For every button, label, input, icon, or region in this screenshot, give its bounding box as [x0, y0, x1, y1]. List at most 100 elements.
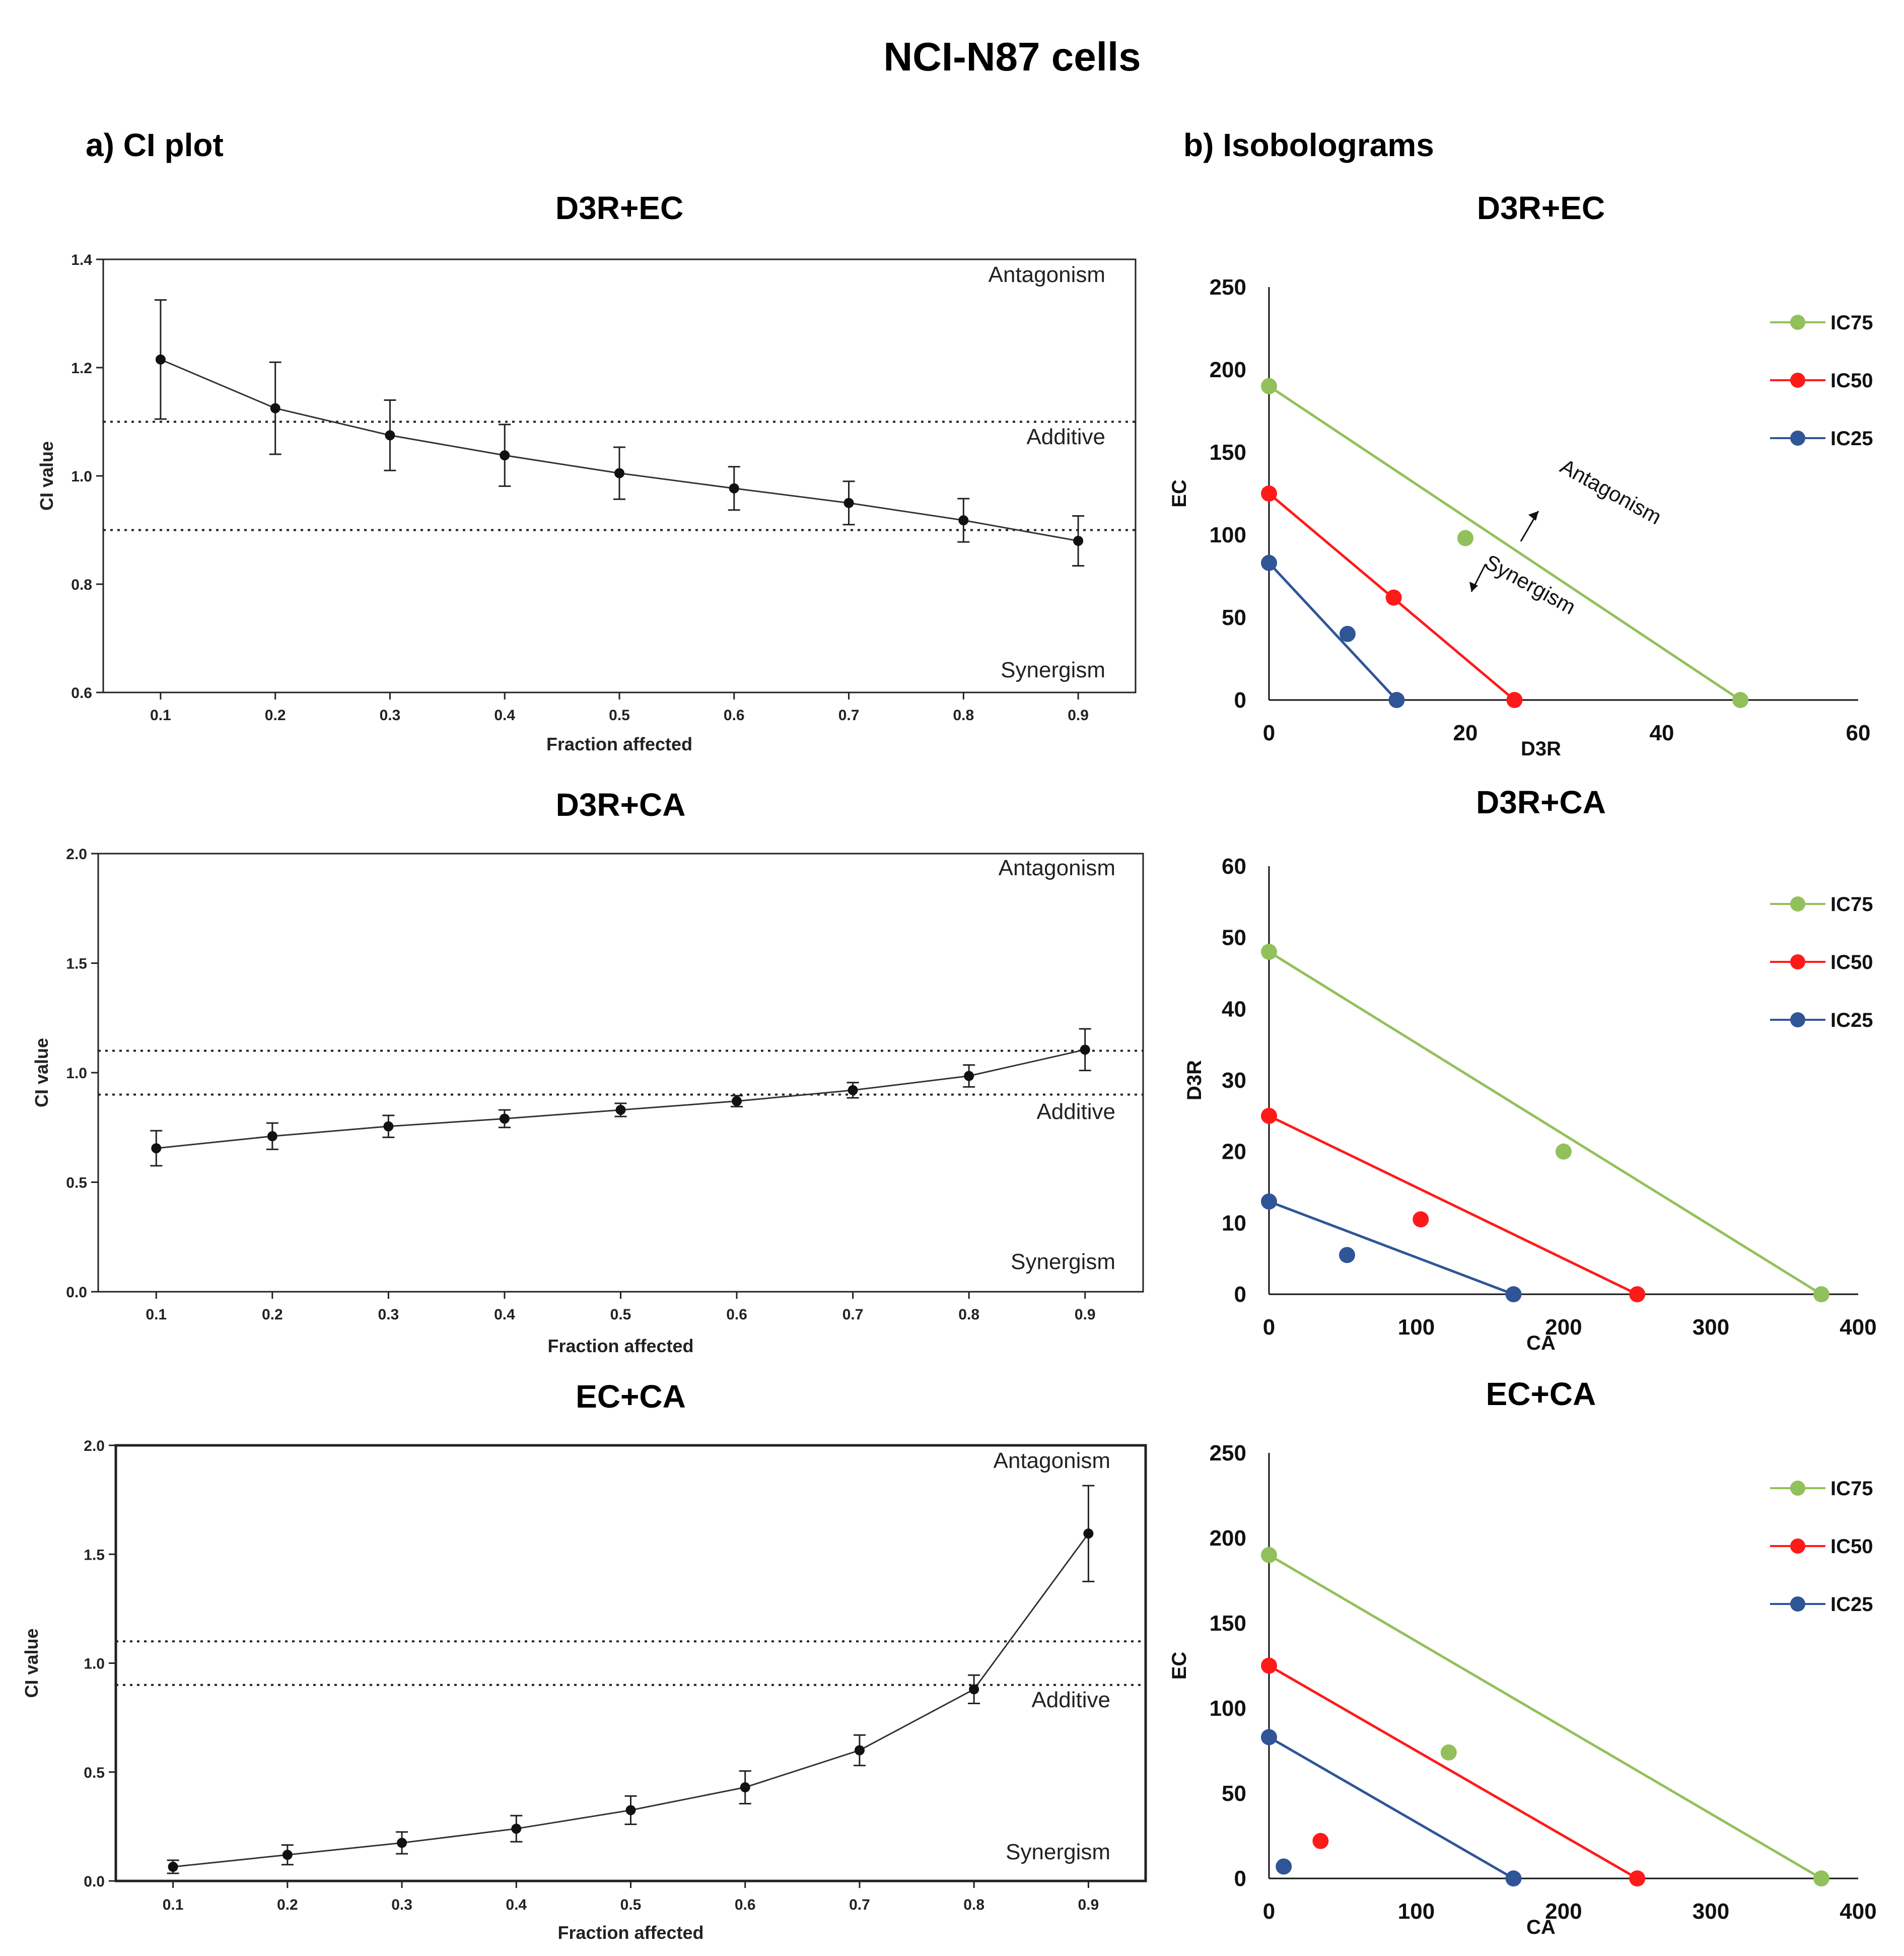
data-point	[499, 1113, 510, 1124]
ic25-endpoint	[1261, 1193, 1277, 1210]
data-point	[1083, 1528, 1094, 1539]
y-axis-label: D3R	[1183, 1060, 1206, 1100]
legend-ic50-label: IC50	[1830, 951, 1873, 973]
data-point	[168, 1861, 178, 1872]
chart-title: D3R+EC	[555, 190, 683, 226]
ic25-endpoint	[1505, 1286, 1522, 1302]
y-tick-label: 1.0	[71, 468, 92, 485]
data-point	[151, 1143, 162, 1154]
x-tick-label: 0.6	[724, 707, 745, 724]
ic50-isobole-line	[1268, 1114, 1638, 1296]
ci-plot-ec-ca: EC+CA 0.0 0.5 1.0 1.5 2.0 0.1 0.2 0.3 0.4 0.5 0.6 0.…	[21, 1378, 1147, 1943]
x-tick-label: 100	[1398, 1315, 1435, 1340]
legend-ic50-label: IC50	[1830, 1535, 1873, 1558]
x-tick-label: 0.9	[1068, 707, 1089, 724]
data-point	[397, 1838, 407, 1848]
y-tick-label: 0.8	[71, 577, 92, 593]
chart-title: D3R+CA	[1476, 784, 1606, 820]
x-axis-label: Fraction affected	[547, 1336, 693, 1356]
isobologram-ec-ca: EC+CA 0 50 100 150 200 250 0 100 200 300 400 CA EC IC7…	[1168, 1376, 1877, 1938]
x-tick-label: 0.7	[849, 1897, 870, 1913]
region-label-additive: Additive	[1026, 425, 1105, 449]
chart-title: EC+CA	[576, 1378, 686, 1415]
y-tick-label: 150	[1210, 1611, 1246, 1636]
data-point	[1073, 536, 1084, 546]
ic75-isobole-line	[1268, 950, 1822, 1296]
y-tick-label: 1.5	[84, 1547, 105, 1563]
x-axis-label: D3R	[1521, 738, 1561, 760]
x-tick-label: 400	[1840, 1315, 1876, 1340]
legend-ic50-label: IC50	[1830, 370, 1873, 392]
y-tick-label: 50	[1222, 605, 1246, 630]
y-tick-label: 0.5	[66, 1175, 87, 1192]
figure-title: NCI-N87 cells	[883, 34, 1141, 79]
x-tick-label: 60	[1846, 721, 1871, 745]
x-tick-label: 0.2	[277, 1897, 298, 1913]
ic75-combination-point	[1457, 530, 1473, 546]
y-tick-label: 200	[1210, 1526, 1246, 1551]
ci-plot-d3r-ec: D3R+EC 0.6 0.8 1.0 1.2 1.4 0.1 0.2 0.3 0.4 0.5 0.6 0…	[36, 190, 1137, 754]
y-tick-label: 1.0	[84, 1656, 105, 1672]
ic75-endpoint	[1261, 378, 1277, 394]
x-tick-label: 0.1	[163, 1897, 184, 1913]
y-axis-label: CI value	[21, 1628, 42, 1698]
ic25-endpoint	[1261, 554, 1277, 571]
data-point	[843, 498, 854, 508]
x-tick-label: 200	[1545, 1899, 1582, 1924]
legend-ic25-marker	[1790, 431, 1805, 446]
legend-ic75-marker	[1790, 896, 1805, 912]
x-tick-label: 0	[1263, 721, 1275, 745]
region-label-antagonism: Antagonism	[994, 1448, 1110, 1473]
data-point	[848, 1085, 858, 1095]
arrow-synergism-head	[1469, 582, 1478, 592]
ic75-combination-point	[1440, 1744, 1457, 1761]
ic50-combination-point	[1413, 1211, 1429, 1228]
x-tick-label: 400	[1840, 1899, 1876, 1924]
ic25-isobole-line	[1268, 1736, 1514, 1880]
ic50-endpoint	[1629, 1286, 1646, 1302]
data-point	[854, 1745, 865, 1756]
x-tick-label: 0.4	[506, 1897, 527, 1913]
x-tick-label: 300	[1693, 1315, 1729, 1340]
y-tick-label: 2.0	[66, 846, 87, 863]
x-tick-label: 0.9	[1075, 1306, 1096, 1323]
legend-ic50-marker	[1790, 1539, 1805, 1554]
ic50-combination-point	[1385, 589, 1402, 606]
y-tick-label: 100	[1210, 1696, 1246, 1721]
y-tick-label: 40	[1222, 997, 1246, 1021]
x-tick-label: 300	[1693, 1899, 1729, 1924]
legend-ic50-marker	[1790, 373, 1805, 388]
legend-ic75-label: IC75	[1830, 1478, 1873, 1500]
ic50-endpoint	[1261, 485, 1277, 502]
isobologram-d3r-ca: D3R+CA 0 10 20 30 40 50 60 0 100 200 300 400 CA D3R IC7…	[1183, 784, 1877, 1354]
y-tick-label: 2.0	[84, 1438, 105, 1454]
annotation-antagonism: Antagonism	[1557, 454, 1666, 529]
x-tick-label: 0.5	[620, 1897, 642, 1913]
x-tick-label: 20	[1453, 721, 1478, 745]
y-tick-label: 1.4	[71, 252, 92, 268]
data-point	[614, 468, 624, 478]
y-tick-label: 50	[1222, 1781, 1246, 1806]
data-point	[615, 1104, 626, 1115]
data-point	[270, 403, 280, 413]
ic50-endpoint	[1261, 1107, 1277, 1124]
y-axis-label: EC	[1168, 1652, 1190, 1680]
x-tick-label: 0	[1263, 1899, 1275, 1924]
x-axis-label: Fraction affected	[557, 1922, 703, 1943]
legend-ic25-label: IC25	[1830, 428, 1873, 450]
x-tick-label: 200	[1545, 1315, 1582, 1340]
y-axis-label: CI value	[36, 441, 57, 511]
ic75-endpoint	[1261, 1547, 1277, 1563]
y-tick-label: 1.5	[66, 956, 87, 972]
section-b-label: b) Isobolograms	[1183, 127, 1434, 163]
x-tick-label: 0	[1263, 1315, 1275, 1340]
legend-ic25-marker	[1790, 1596, 1805, 1612]
y-tick-label: 200	[1210, 358, 1246, 382]
x-tick-label: 100	[1398, 1899, 1435, 1924]
ic75-combination-point	[1556, 1143, 1572, 1160]
y-tick-label: 150	[1210, 440, 1246, 465]
data-point	[958, 515, 969, 526]
x-tick-label: 40	[1650, 721, 1674, 745]
x-tick-label: 0.1	[146, 1306, 167, 1323]
data-point	[383, 1121, 394, 1132]
